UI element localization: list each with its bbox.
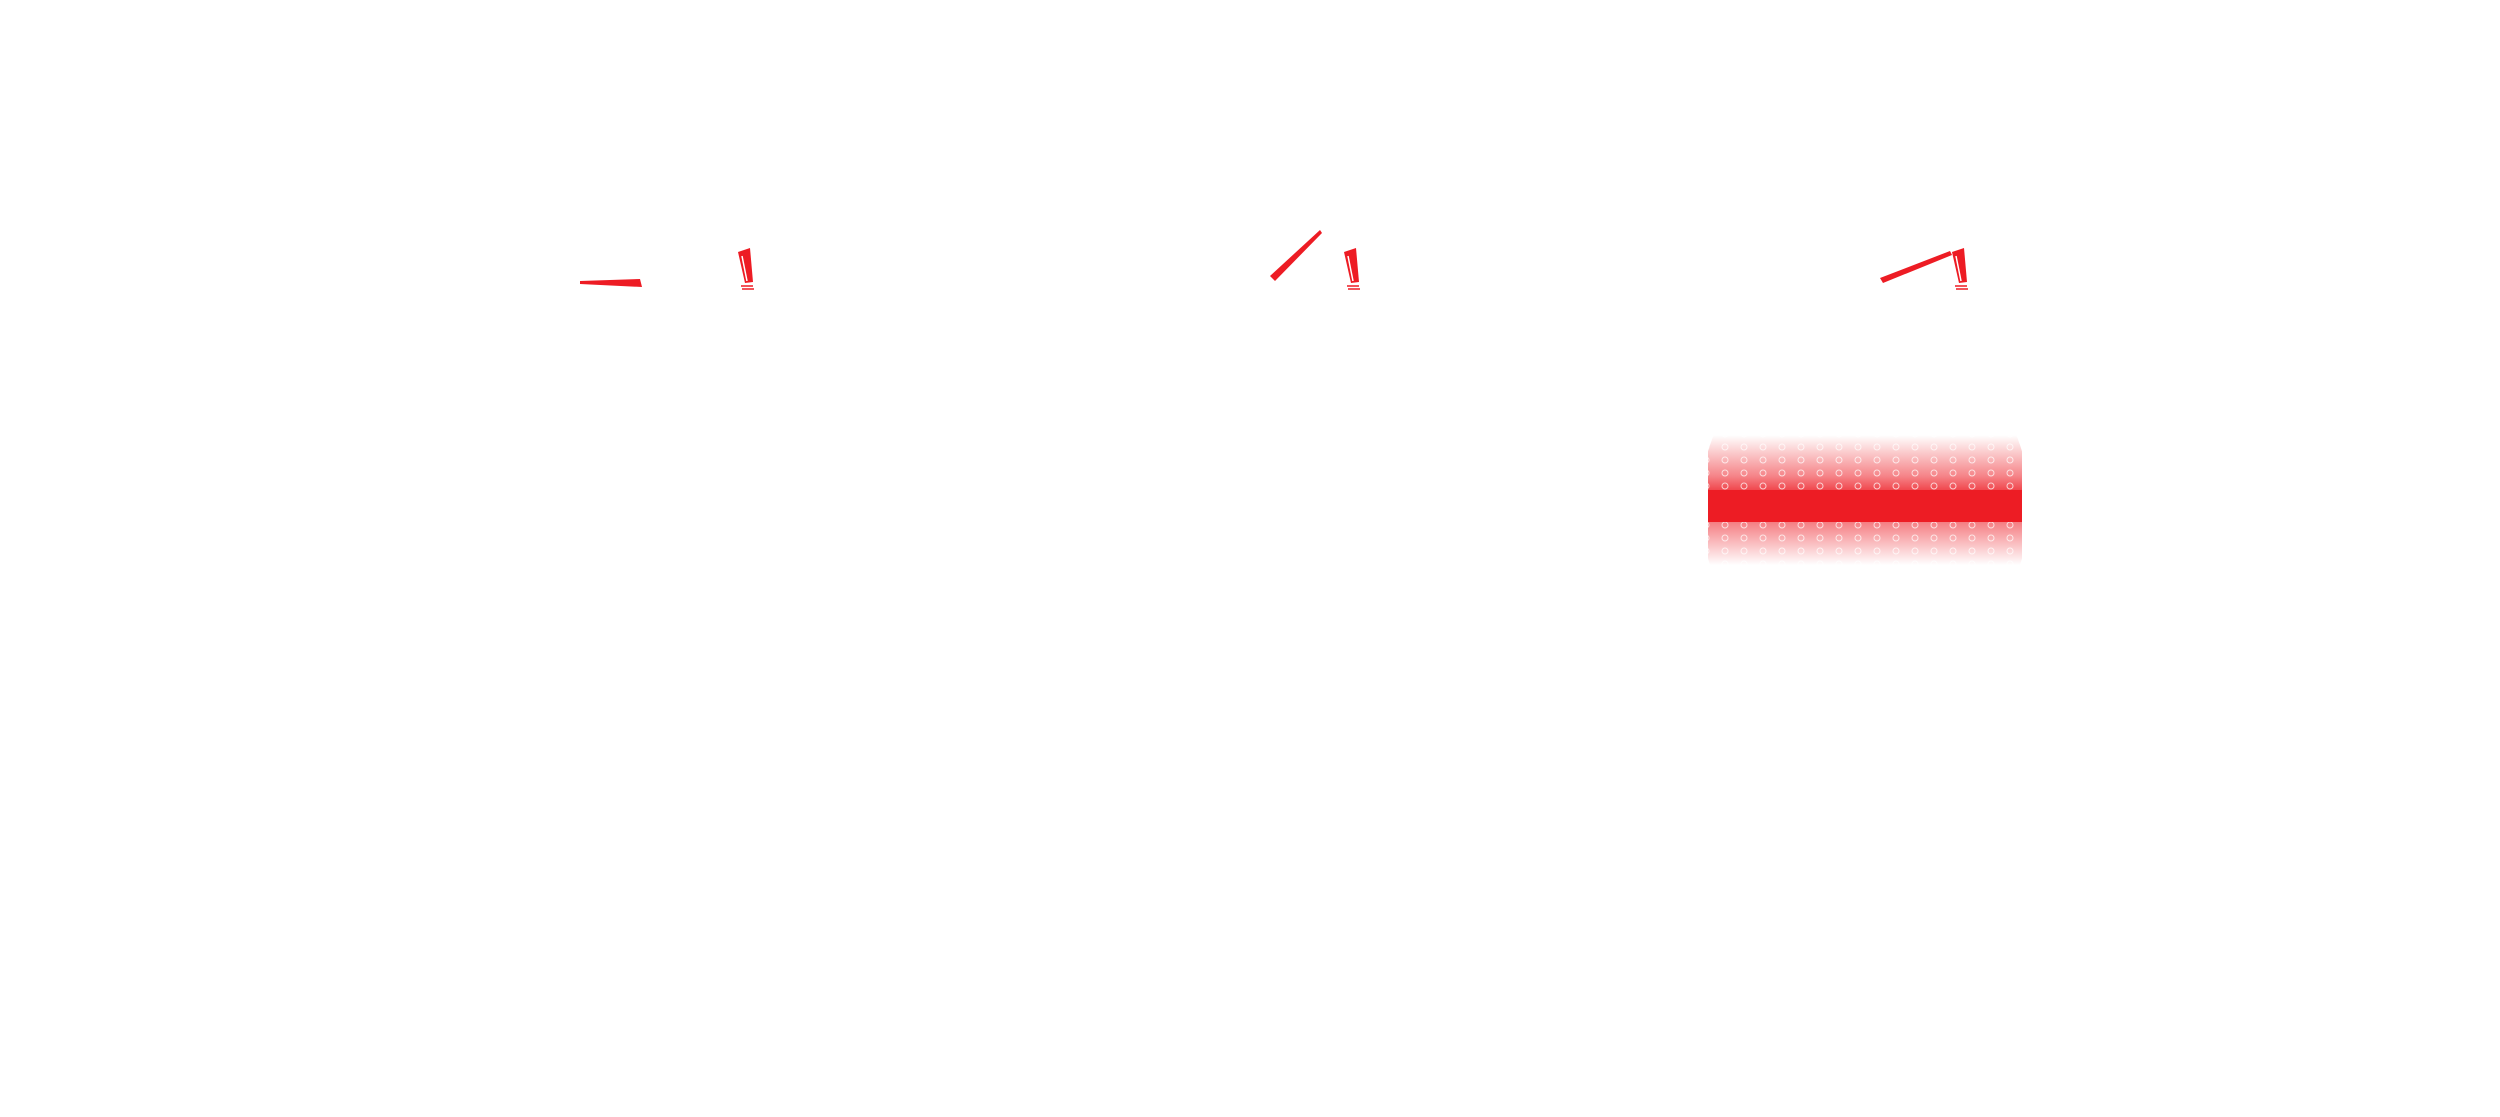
gauge-3-graphic <box>1880 248 1968 290</box>
band-graphic <box>1700 415 2030 585</box>
needle-icon <box>1270 230 1322 281</box>
needle-icon <box>1880 251 1952 283</box>
red-band-dotted-glow <box>1708 435 2022 565</box>
gauge-indicator-1 <box>520 0 840 360</box>
marker-icon <box>1952 248 1968 290</box>
marker-icon <box>738 248 754 290</box>
gauge-indicator-3 <box>1820 0 2060 360</box>
gauge-indicator-2 <box>1210 0 1430 360</box>
needle-icon <box>580 279 642 287</box>
marker-icon <box>1344 248 1360 290</box>
gauge-1-graphic <box>580 248 754 290</box>
gauge-2-graphic <box>1270 230 1360 290</box>
